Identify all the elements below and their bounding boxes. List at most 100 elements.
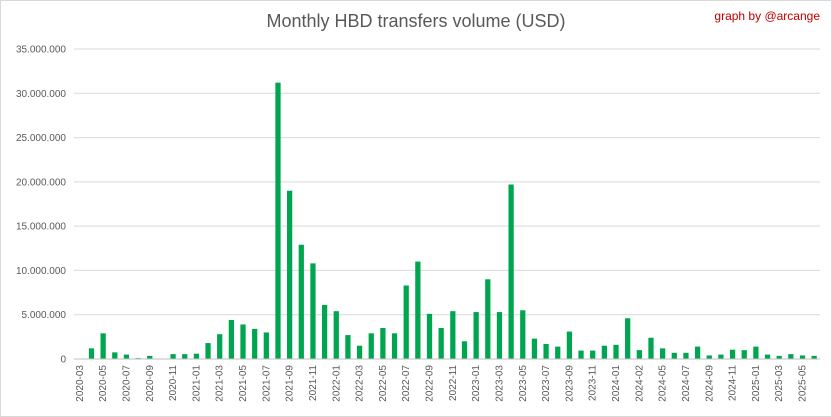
bar-2023-12: [601, 345, 607, 359]
bar-2024-10: [718, 354, 724, 359]
bar-2020-12: [182, 354, 188, 359]
chart-credit: graph by @arcange: [714, 9, 820, 23]
bar-2022-04: [368, 333, 374, 359]
x-tick-label: 2020-07: [121, 365, 132, 402]
x-tick-label: 2022-09: [425, 365, 436, 402]
bar-2021-10: [298, 244, 304, 359]
x-tick-label: 2024-11: [728, 365, 739, 401]
x-tick-label: 2023-03: [494, 365, 505, 402]
chart-title: Monthly HBD transfers volume (USD): [266, 11, 566, 31]
y-tick-label: 15.000.000: [16, 222, 66, 233]
bar-2020-06: [112, 352, 118, 359]
x-tick-label: 2020-09: [145, 365, 156, 402]
bar-2020-05: [100, 333, 106, 359]
x-tick-label: 2020-03: [75, 365, 86, 402]
bar-2021-02: [205, 343, 211, 359]
x-tick-label: 2020-11: [168, 365, 179, 401]
x-tick-label: 2021-03: [215, 365, 226, 402]
bar-2024-11: [729, 349, 736, 359]
x-tick-label: 2024-09: [704, 365, 715, 402]
bar-2025-04: [788, 354, 794, 359]
x-tick-label: 2024-07: [681, 365, 692, 402]
bar-2023-08: [555, 346, 561, 359]
bar-2020-04: [88, 348, 95, 359]
bar-2022-12: [461, 341, 468, 359]
bar-2025-02: [764, 354, 771, 359]
bar-2020-07: [123, 354, 130, 359]
y-tick-label: 35.000.000: [16, 45, 66, 56]
y-tick-label: 5.000.000: [22, 310, 67, 321]
bar-2024-08: [694, 346, 701, 359]
bar-2022-02: [345, 335, 351, 359]
bar-2025-01: [753, 346, 759, 359]
bar-2024-01: [613, 344, 619, 359]
bars: [88, 82, 817, 360]
x-tick-label: 2022-07: [401, 365, 412, 402]
x-tick-label: 2022-03: [355, 365, 366, 402]
x-tick-label: 2023-01: [471, 365, 482, 402]
bar-2022-09: [426, 313, 433, 359]
x-tick-label: 2025-05: [798, 365, 809, 402]
bar-2021-05: [240, 324, 246, 359]
bar-2021-09: [287, 190, 293, 359]
bar-2024-12: [741, 350, 747, 359]
x-tick-label: 2022-01: [331, 365, 342, 402]
bar-2025-03: [776, 355, 782, 359]
x-tick-label: 2021-05: [238, 365, 249, 402]
x-tick-label: 2021-01: [191, 365, 202, 402]
x-tick-label: 2024-02: [634, 365, 645, 402]
bar-2020-09: [147, 355, 153, 359]
x-tick-label: 2020-05: [98, 365, 109, 402]
x-tick-label: 2022-11: [448, 365, 459, 401]
y-tick-label: 30.000.000: [16, 89, 66, 100]
bar-2024-02: [625, 318, 631, 359]
bar-2022-07: [403, 285, 409, 359]
bar-2023-01: [473, 312, 479, 359]
bar-2023-06: [531, 338, 538, 359]
bar-2023-11: [590, 350, 596, 359]
x-tick-label: 2023-09: [564, 365, 575, 402]
bar-2022-03: [356, 345, 363, 359]
bar-2024-04: [648, 337, 654, 359]
gridlines: [74, 48, 820, 360]
x-axis: 2020-03 2020-05 2020-07 2020-09 2020-11 2021-…: [74, 358, 820, 402]
x-tick-label: 2021-07: [261, 365, 272, 402]
y-tick-label: 10.000.000: [16, 266, 66, 277]
bar-2022-01: [333, 311, 339, 359]
y-tick-label: 25.000.000: [16, 133, 66, 144]
bar-2024-05: [660, 348, 666, 359]
x-tick-label: 2023-11: [588, 365, 599, 401]
y-axis-ticks: 0 5.000.000 10.000.000 15.000.000 20.000.000…: [16, 45, 67, 366]
x-tick-label: 2023-07: [541, 365, 552, 402]
bar-2024-07: [683, 352, 689, 359]
bar-2023-04: [508, 184, 514, 359]
bar-2022-08: [415, 261, 421, 359]
bar-2021-12: [321, 304, 328, 359]
bar-2021-07: [263, 332, 269, 359]
x-tick-label: 2024-05: [658, 365, 669, 402]
bar-2023-09: [566, 331, 573, 359]
bar-2021-04: [228, 320, 234, 359]
x-tick-label: 2023-05: [518, 365, 529, 402]
bar-2021-01: [193, 353, 200, 359]
x-tick-label: 2021-11: [308, 365, 319, 401]
x-tick-label: 2025-03: [774, 365, 785, 402]
bar-2024-06: [671, 352, 677, 359]
bar-2023-02: [485, 279, 491, 359]
x-tick-label: 2022-05: [378, 365, 389, 402]
bar-2021-08: [275, 82, 281, 360]
bar-2021-06: [252, 328, 258, 359]
bar-2021-03: [217, 334, 223, 359]
bar-2022-05: [380, 328, 386, 359]
x-tick-label: 2024-01: [611, 365, 622, 402]
bar-2022-10: [438, 328, 444, 359]
bar-2024-09: [706, 355, 712, 359]
bar-2022-11: [450, 311, 456, 359]
bar-2023-05: [520, 310, 526, 359]
y-tick-label: 0: [60, 355, 66, 366]
bar-2023-07: [543, 343, 549, 359]
bar-2023-10: [578, 350, 584, 359]
bar-2025-06: [811, 355, 817, 359]
x-tick-label: 2021-09: [285, 365, 296, 402]
